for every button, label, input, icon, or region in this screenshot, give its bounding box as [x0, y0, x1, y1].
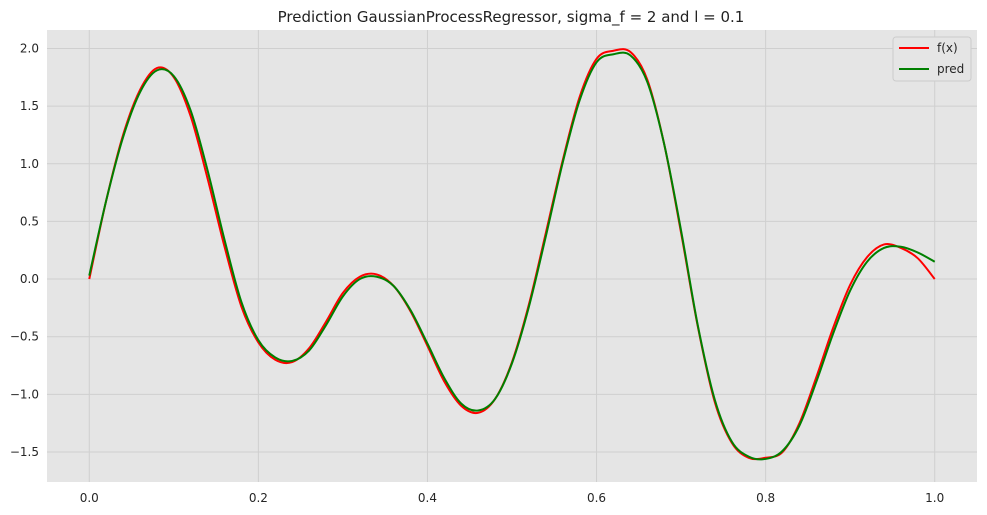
- y-tick-label: 0.0: [20, 272, 39, 286]
- y-tick-label: −0.5: [10, 330, 39, 344]
- x-axis: 0.0 0.2 0.4 0.6 0.8 1.0: [80, 491, 945, 505]
- x-tick-label: 0.2: [249, 491, 268, 505]
- y-tick-label: 0.5: [20, 214, 39, 228]
- plot-area: [47, 30, 977, 482]
- series-line-pred: [88, 51, 936, 461]
- x-tick-label: 1.0: [925, 491, 944, 505]
- chart-title: Prediction GaussianProcessRegressor, sig…: [278, 8, 745, 27]
- series-layer: [88, 48, 936, 461]
- y-tick-label: 1.5: [20, 99, 39, 113]
- y-tick-label: −1.5: [10, 445, 39, 459]
- y-tick-label: 1.0: [20, 157, 39, 171]
- y-axis: −1.5 −1.0 −0.5 0.0 0.5 1.0 1.5 2.0: [10, 41, 39, 459]
- y-tick-label: 2.0: [20, 41, 39, 55]
- legend-label-fx: f(x): [937, 41, 958, 55]
- x-tick-label: 0.8: [756, 491, 775, 505]
- legend: f(x) pred: [892, 36, 972, 82]
- x-tick-label: 0.0: [80, 491, 99, 505]
- gridlines: [47, 30, 977, 482]
- x-tick-label: 0.4: [418, 491, 437, 505]
- y-tick-label: −1.0: [10, 387, 39, 401]
- x-tick-label: 0.6: [587, 491, 606, 505]
- legend-label-pred: pred: [937, 62, 964, 76]
